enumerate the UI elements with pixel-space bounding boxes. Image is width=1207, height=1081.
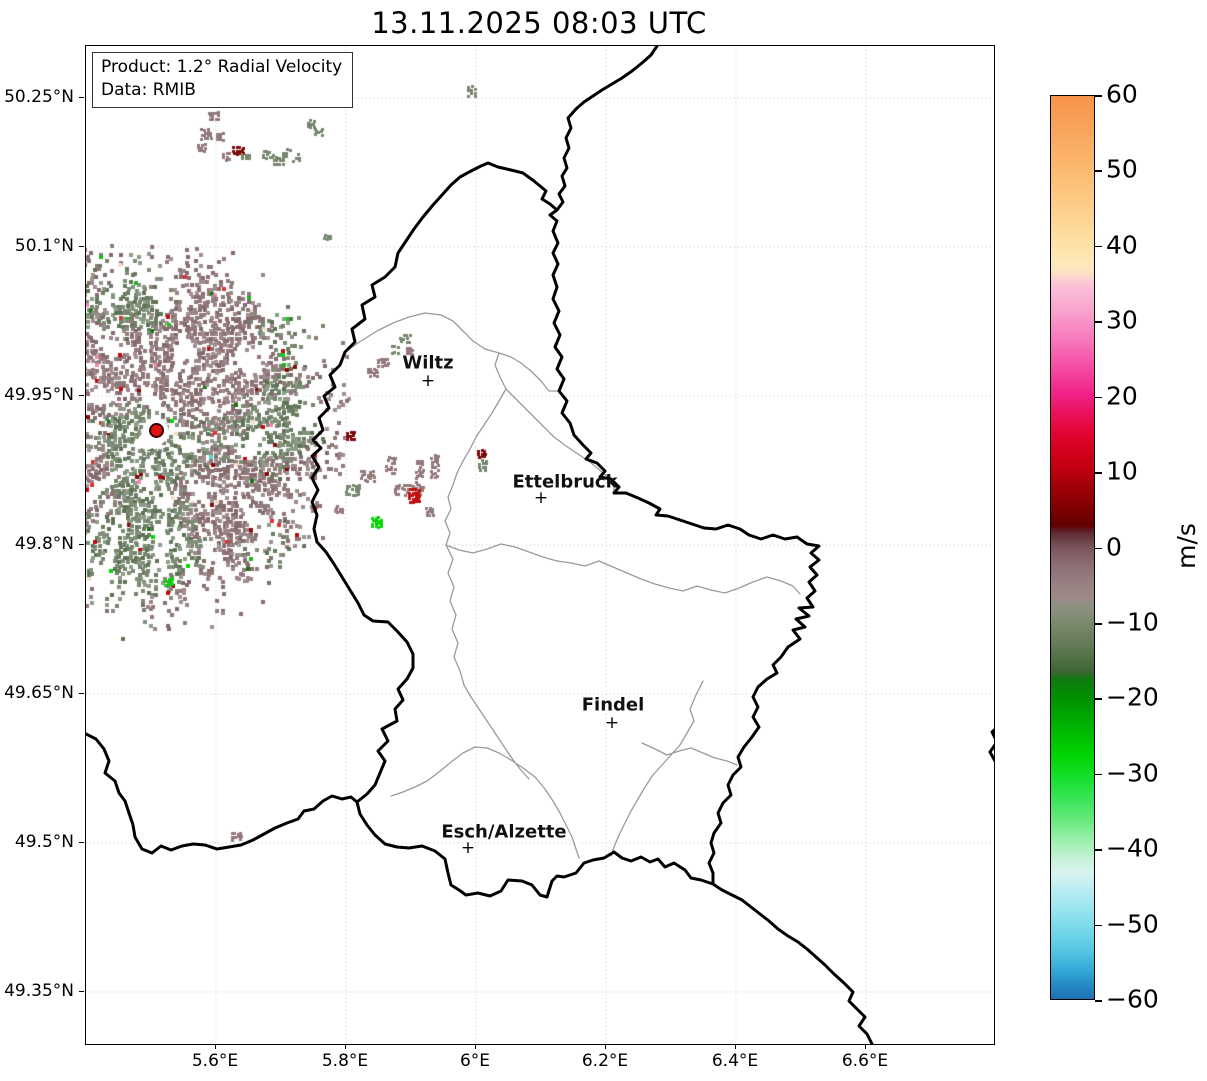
colorbar-tick-mark — [1095, 245, 1102, 248]
product-info-box: Product: 1.2° Radial Velocity Data: RMIB — [92, 52, 354, 108]
x-tick-label: 6°E — [459, 1051, 491, 1071]
city-plus-marker: + — [533, 488, 549, 508]
x-tick-label: 5.6°E — [191, 1051, 239, 1071]
x-tick-mark — [475, 1044, 477, 1049]
city-plus-marker: + — [460, 838, 476, 858]
gridlines — [86, 46, 994, 1044]
x-tick-label: 6.6°E — [841, 1051, 889, 1071]
y-tick-label: 49.35°N — [4, 981, 74, 1001]
colorbar-tick-mark — [1095, 849, 1102, 851]
x-tick-label: 5.8°E — [321, 1051, 369, 1071]
y-tick-label: 50.25°N — [4, 87, 74, 107]
colorbar-tick-label: 60 — [1106, 79, 1138, 109]
colorbar-tick-mark — [1095, 321, 1102, 323]
y-tick-mark — [79, 544, 84, 546]
colorbar-tick-label: 10 — [1106, 456, 1138, 486]
colorbar-tick-mark — [1095, 95, 1102, 97]
y-tick-label: 49.8°N — [14, 534, 74, 554]
colorbar-tick-label: −40 — [1106, 833, 1159, 863]
y-tick-label: 49.95°N — [4, 385, 74, 405]
colorbar-unit-label: m/s — [1172, 523, 1201, 569]
city-label: Findel — [581, 694, 645, 716]
x-tick-mark — [215, 1044, 217, 1049]
y-tick-label: 49.5°N — [14, 832, 74, 852]
colorbar-gradient — [1050, 95, 1095, 1000]
colorbar-tick-mark — [1095, 1000, 1102, 1002]
y-tick-mark — [79, 246, 84, 248]
city-label: Ettelbruck — [512, 471, 618, 493]
colorbar-tick-label: −60 — [1106, 984, 1159, 1014]
x-tick-mark — [605, 1044, 607, 1049]
colorbar-tick-mark — [1095, 773, 1102, 776]
colorbar-tick-mark — [1095, 170, 1102, 172]
colorbar-tick-label: 0 — [1106, 531, 1122, 561]
colorbar-tick-label: −10 — [1106, 607, 1159, 637]
city-label: Esch/Alzette — [441, 821, 567, 843]
x-tick-mark — [735, 1044, 737, 1049]
figure-title: 13.11.2025 08:03 UTC — [371, 6, 707, 40]
colorbar-tick-mark — [1095, 547, 1102, 550]
colorbar-tick-label: −20 — [1106, 682, 1159, 712]
city-plus-marker: + — [604, 713, 620, 733]
y-tick-mark — [79, 395, 84, 397]
y-tick-mark — [79, 842, 84, 844]
y-tick-label: 50.1°N — [14, 236, 74, 256]
city-label: Wiltz — [402, 352, 454, 374]
colorbar-tick-label: 40 — [1106, 230, 1138, 260]
product-info-line: Product: 1.2° Radial Velocity — [101, 57, 343, 77]
colorbar-tick-mark — [1095, 924, 1102, 927]
y-tick-label: 49.65°N — [4, 683, 74, 703]
radar-site-marker — [148, 422, 164, 438]
city-plus-marker: + — [420, 371, 436, 391]
y-tick-mark — [79, 991, 84, 993]
x-tick-mark — [345, 1044, 347, 1049]
colorbar-tick-label: 50 — [1106, 154, 1138, 184]
colorbar-tick-label: −50 — [1106, 908, 1159, 938]
colorbar-tick-label: −30 — [1106, 758, 1159, 788]
country-borders — [86, 46, 994, 1044]
map-axes: Product: 1.2° Radial Velocity Data: RMIB… — [85, 45, 995, 1045]
colorbar-tick-mark — [1095, 622, 1102, 625]
y-tick-mark — [79, 97, 84, 99]
colorbar-tick-label: 30 — [1106, 305, 1138, 335]
region-borders — [344, 312, 801, 859]
colorbar-tick-mark — [1095, 698, 1102, 700]
x-tick-label: 6.2°E — [581, 1051, 629, 1071]
x-tick-mark — [865, 1044, 867, 1049]
colorbar-tick-mark — [1095, 472, 1102, 474]
colorbar-tick-mark — [1095, 396, 1102, 399]
colorbar-tick-label: 20 — [1106, 380, 1138, 410]
x-tick-label: 6.4°E — [711, 1051, 759, 1071]
map-borders-svg — [86, 46, 994, 1044]
y-tick-mark — [79, 693, 84, 695]
data-source-line: Data: RMIB — [101, 80, 196, 100]
